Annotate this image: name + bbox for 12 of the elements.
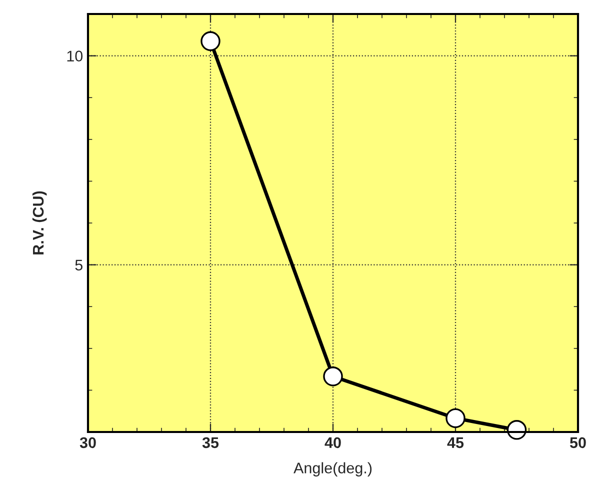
x-tick-label: 50 — [570, 437, 586, 448]
y-axis-title: R.V. (CU) — [32, 191, 47, 254]
y-tick-label: 10 — [67, 50, 83, 62]
point — [323, 366, 343, 386]
x-tick-label: 30 — [80, 437, 96, 448]
y-tick-label: 5 — [75, 260, 82, 270]
x-axis-title: Angle(deg.) — [294, 462, 372, 476]
point — [446, 408, 466, 428]
x-tick-label: 35 — [202, 437, 219, 448]
x-tick-label: 45 — [447, 437, 464, 448]
point — [200, 31, 220, 52]
x-tick-label: 40 — [324, 437, 341, 448]
